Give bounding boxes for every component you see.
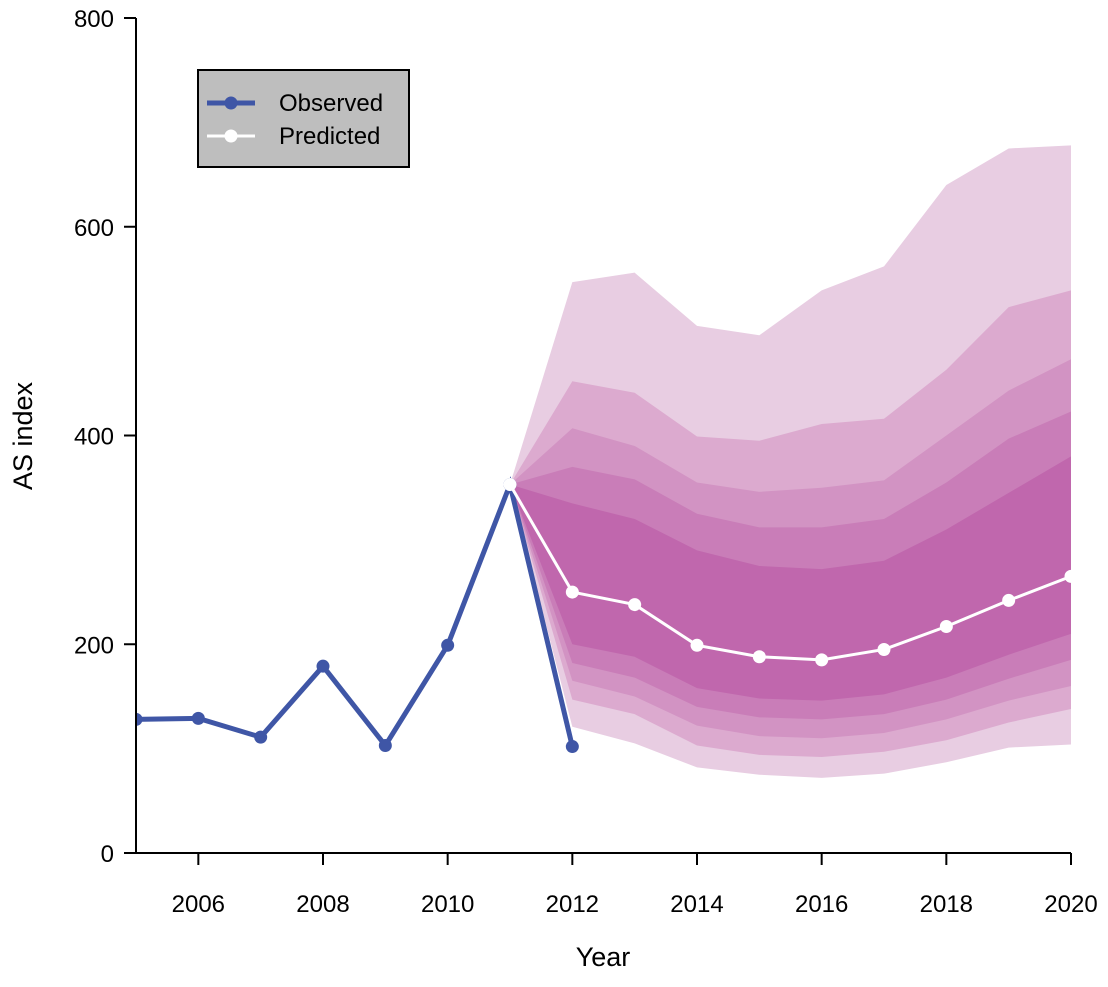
legend-box	[197, 69, 410, 168]
x-tick-label: 2010	[421, 891, 474, 918]
series-point	[254, 730, 268, 744]
x-tick-label: 2014	[670, 891, 723, 918]
legend-marker	[224, 96, 238, 110]
x-tick-label: 2008	[296, 891, 349, 918]
series-point	[690, 638, 704, 652]
x-tick-label: 2012	[546, 891, 599, 918]
legend-label: Predicted	[279, 123, 380, 150]
series-point	[815, 653, 829, 667]
series-point	[752, 650, 766, 664]
x-tick-label: 2020	[1044, 891, 1097, 918]
y-tick-label: 400	[74, 424, 114, 451]
series-point	[565, 740, 579, 754]
series-line	[136, 476, 575, 750]
legend-label: Observed	[279, 90, 383, 117]
x-tick-label: 2018	[920, 891, 973, 918]
y-tick-label: 200	[74, 632, 114, 659]
series-point	[316, 659, 330, 673]
x-tick-label: 2016	[795, 891, 848, 918]
series-point	[1002, 593, 1016, 607]
series-point	[136, 712, 143, 726]
series-point	[877, 642, 891, 656]
series-line	[508, 483, 1072, 662]
y-tick-label: 800	[74, 6, 114, 33]
series-point	[628, 598, 642, 612]
y-tick-label: 600	[74, 215, 114, 242]
x-tick-label: 2006	[172, 891, 225, 918]
series-point	[939, 620, 953, 634]
series-point	[441, 638, 455, 652]
series-point	[1064, 569, 1078, 583]
series-point	[565, 585, 579, 599]
series-point	[378, 738, 392, 752]
series-point	[191, 711, 205, 725]
y-axis-title: AS index	[8, 381, 38, 490]
y-tick-label: 0	[101, 841, 114, 868]
series-point	[503, 478, 517, 492]
fan-band	[510, 456, 1071, 701]
plot-area	[136, 145, 1078, 778]
legend-marker	[224, 129, 238, 143]
x-axis-title: Year	[576, 942, 631, 972]
